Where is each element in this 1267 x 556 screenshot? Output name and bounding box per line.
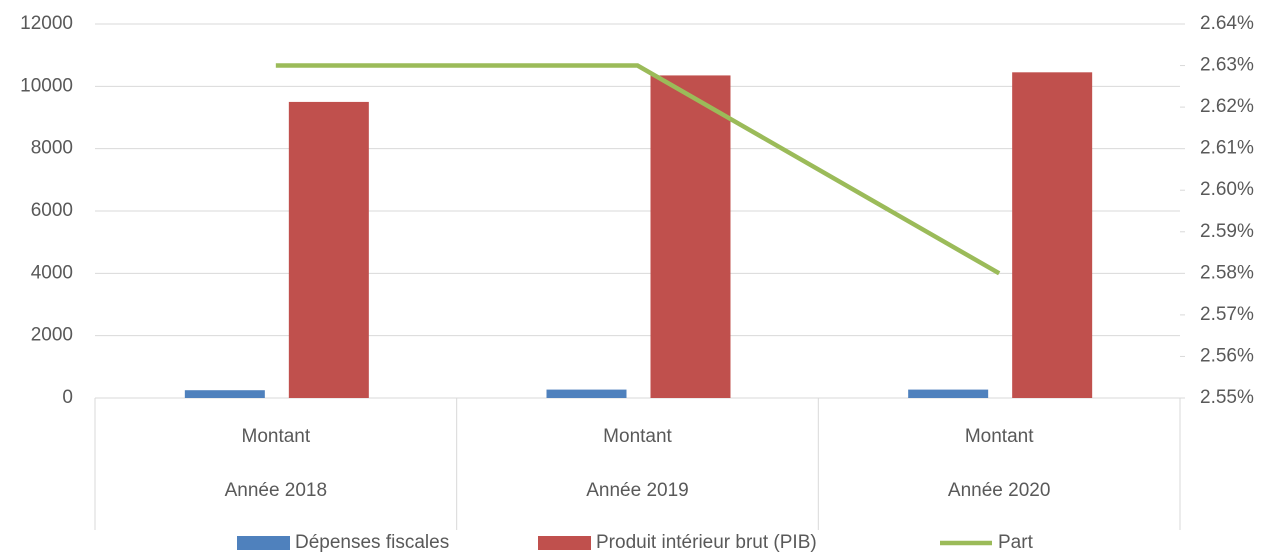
y2-tick-label: 2.61%	[1200, 138, 1254, 159]
x-tick-sublabel: Montant	[965, 426, 1034, 447]
x-tick-sublabel: Montant	[242, 426, 311, 447]
y-tick-label: 6000	[31, 200, 73, 221]
legend-label: Part	[998, 532, 1034, 553]
x-tick-label: Année 2020	[948, 480, 1051, 501]
bar	[908, 389, 989, 398]
y2-tick-label: 2.55%	[1200, 387, 1254, 408]
y-tick-label: 8000	[31, 138, 73, 159]
bar	[184, 390, 265, 398]
legend-swatch	[538, 536, 591, 550]
y2-tick-label: 2.64%	[1200, 13, 1254, 34]
x-tick-label: Année 2019	[586, 480, 689, 501]
bar	[1012, 72, 1093, 398]
bar	[288, 101, 369, 399]
y-tick-label: 12000	[20, 13, 73, 34]
legend-label: Dépenses fiscales	[295, 532, 449, 553]
y-tick-label: 2000	[31, 325, 73, 346]
y-tick-label: 0	[62, 387, 73, 408]
y2-tick-label: 2.60%	[1200, 179, 1254, 200]
legend-swatch	[237, 536, 290, 550]
y2-tick-label: 2.57%	[1200, 304, 1254, 325]
y2-tick-label: 2.59%	[1200, 221, 1254, 242]
bar	[546, 389, 627, 398]
legend-label: Produit intérieur brut (PIB)	[596, 532, 817, 553]
y-tick-label: 4000	[31, 262, 73, 283]
bar	[650, 75, 731, 399]
y2-tick-label: 2.63%	[1200, 55, 1254, 76]
y2-tick-label: 2.56%	[1200, 345, 1254, 366]
y2-tick-label: 2.58%	[1200, 262, 1254, 283]
x-tick-sublabel: Montant	[603, 426, 672, 447]
y2-tick-label: 2.62%	[1200, 96, 1254, 117]
y-tick-label: 10000	[20, 75, 73, 96]
x-tick-label: Année 2018	[225, 480, 328, 501]
line-series	[275, 63, 1001, 276]
